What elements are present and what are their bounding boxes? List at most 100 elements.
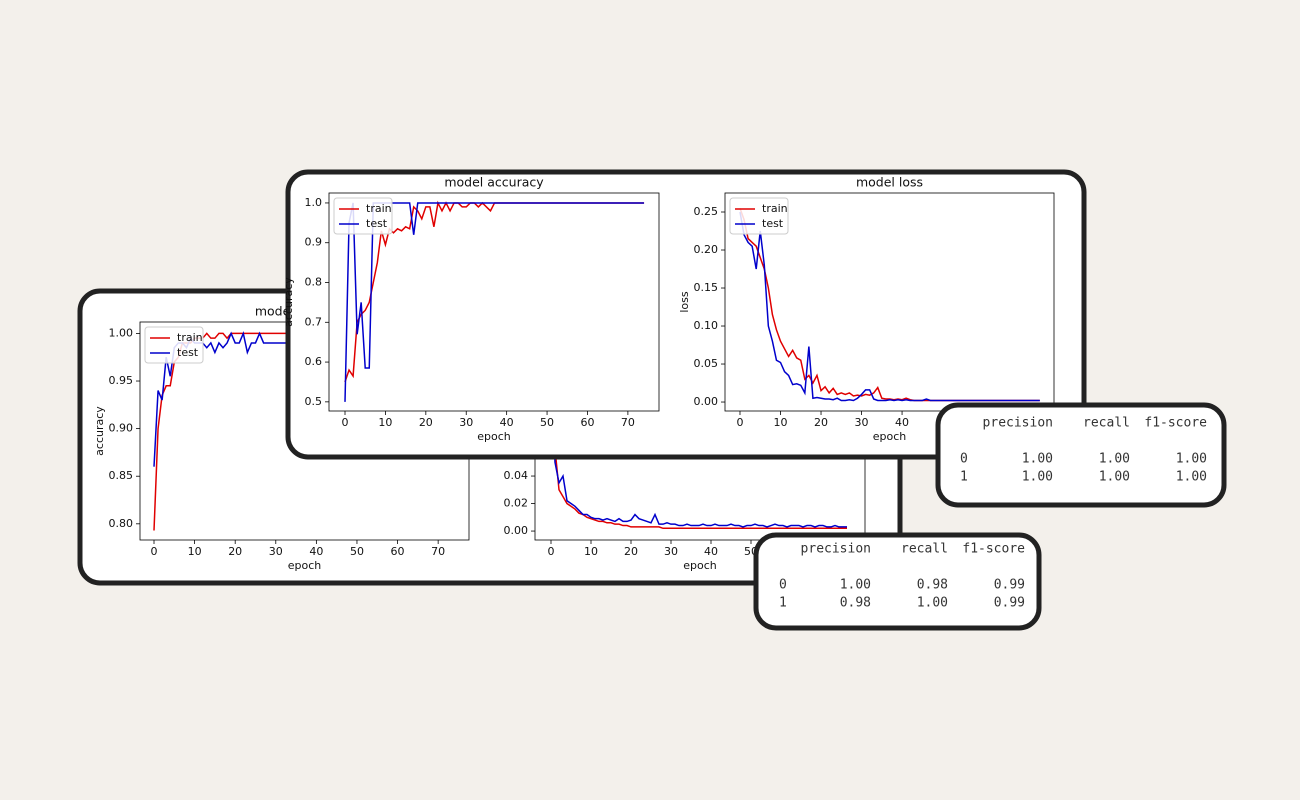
x-axis-label: epoch: [288, 559, 322, 572]
cell: 1.00: [917, 596, 948, 611]
x-tick-label: 30: [459, 416, 473, 429]
y-tick-label: 0.25: [694, 205, 719, 218]
x-tick-label: 50: [350, 545, 364, 558]
legend-box: [144, 326, 204, 364]
column-header: f1-score: [962, 542, 1025, 557]
legend-label: test: [762, 217, 784, 230]
legend-label: train: [762, 202, 788, 215]
y-tick-label: 0.10: [694, 319, 719, 332]
y-axis-label: accuracy: [282, 277, 295, 327]
row-label: 1: [960, 470, 968, 485]
x-tick-label: 70: [621, 416, 635, 429]
column-header: f1-score: [1144, 416, 1207, 431]
y-tick-label: 0.8: [305, 276, 323, 289]
column-header: recall: [1083, 416, 1130, 431]
x-tick-label: 40: [704, 545, 718, 558]
cell: 1.00: [840, 578, 871, 593]
plot-frame: [724, 192, 1055, 412]
cell: 1.00: [1176, 452, 1207, 467]
x-tick-label: 10: [378, 416, 392, 429]
column-header: recall: [901, 542, 948, 557]
y-tick-label: 0.80: [109, 517, 134, 530]
x-tick-label: 70: [431, 545, 445, 558]
x-axis-label: epoch: [683, 559, 717, 572]
series-line: [550, 352, 847, 528]
x-tick-label: 0: [736, 416, 743, 429]
cell: 1.00: [1022, 470, 1053, 485]
x-tick-label: 10: [584, 545, 598, 558]
y-tick-label: 0.6: [305, 355, 323, 368]
legend-label: test: [366, 217, 388, 230]
x-tick-label: 0: [342, 416, 349, 429]
legend-box: [729, 197, 789, 235]
chart-title: model accuracy: [444, 175, 544, 190]
column-header: precision: [983, 416, 1053, 431]
report-card: precision recall f1-score 0 1.00 0.98 0.99 1 0.9…: [753, 532, 1042, 631]
cell: 0.99: [994, 596, 1025, 611]
y-tick-label: 0.85: [109, 469, 134, 482]
y-tick-label: 0.7: [305, 315, 323, 328]
cell: 1.00: [1099, 452, 1130, 467]
row-label: 1: [779, 596, 787, 611]
x-tick-label: 10: [774, 416, 788, 429]
row-label: 0: [960, 452, 968, 467]
y-tick-label: 0.5: [305, 395, 323, 408]
x-tick-label: 10: [188, 545, 202, 558]
y-tick-label: 0.20: [694, 243, 719, 256]
cell: 0.98: [917, 578, 948, 593]
x-tick-label: 20: [814, 416, 828, 429]
x-tick-label: 0: [548, 545, 555, 558]
x-tick-label: 30: [855, 416, 869, 429]
chart-title: model loss: [856, 175, 923, 190]
series-line: [344, 202, 645, 402]
legend-box: [333, 197, 393, 235]
y-tick-label: 0.00: [694, 395, 719, 408]
y-tick-label: 1.0: [305, 196, 323, 209]
x-tick-label: 60: [580, 416, 594, 429]
y-tick-label: 0.15: [694, 281, 719, 294]
x-axis-label: epoch: [477, 430, 511, 443]
y-tick-label: 0.9: [305, 236, 323, 249]
y-tick-label: 0.02: [504, 497, 529, 510]
legend-label: test: [177, 346, 199, 359]
y-tick-label: 0.04: [504, 469, 529, 482]
x-tick-label: 0: [151, 545, 158, 558]
cell: 0.99: [994, 578, 1025, 593]
x-tick-label: 60: [391, 545, 405, 558]
legend-label: train: [177, 331, 203, 344]
x-tick-label: 50: [540, 416, 554, 429]
front-card: model accuracy epoch accuracy 0 10 20 30 40 50 60…: [282, 169, 1087, 460]
y-tick-label: 0.05: [694, 357, 719, 370]
row-label: 0: [779, 578, 787, 593]
cell: 0.98: [840, 596, 871, 611]
y-tick-label: 0.95: [109, 374, 134, 387]
y-axis-label: accuracy: [93, 406, 106, 456]
x-tick-label: 30: [269, 545, 283, 558]
card: [285, 169, 1087, 460]
card: [753, 532, 1042, 631]
cell: 1.00: [1022, 452, 1053, 467]
y-tick-label: 0.90: [109, 422, 134, 435]
cell: 1.00: [1099, 470, 1130, 485]
plot-frame: [328, 192, 660, 412]
series-line: [550, 338, 847, 530]
x-tick-label: 30: [664, 545, 678, 558]
legend-label: train: [366, 202, 392, 215]
x-tick-label: 20: [419, 416, 433, 429]
x-tick-label: 20: [228, 545, 242, 558]
y-tick-label: 0.00: [504, 524, 529, 537]
y-axis-label: loss: [678, 291, 691, 313]
series-line: [739, 211, 1040, 402]
card: [935, 402, 1227, 508]
x-tick-label: 40: [309, 545, 323, 558]
cell: 1.00: [1176, 470, 1207, 485]
x-tick-label: 40: [500, 416, 514, 429]
x-tick-label: 40: [895, 416, 909, 429]
x-axis-label: epoch: [873, 430, 907, 443]
report-card: precision recall f1-score 0 1.00 1.00 1.00 1 1.0…: [935, 402, 1227, 508]
x-tick-label: 20: [624, 545, 638, 558]
column-header: precision: [801, 542, 871, 557]
y-tick-label: 1.00: [109, 326, 134, 339]
